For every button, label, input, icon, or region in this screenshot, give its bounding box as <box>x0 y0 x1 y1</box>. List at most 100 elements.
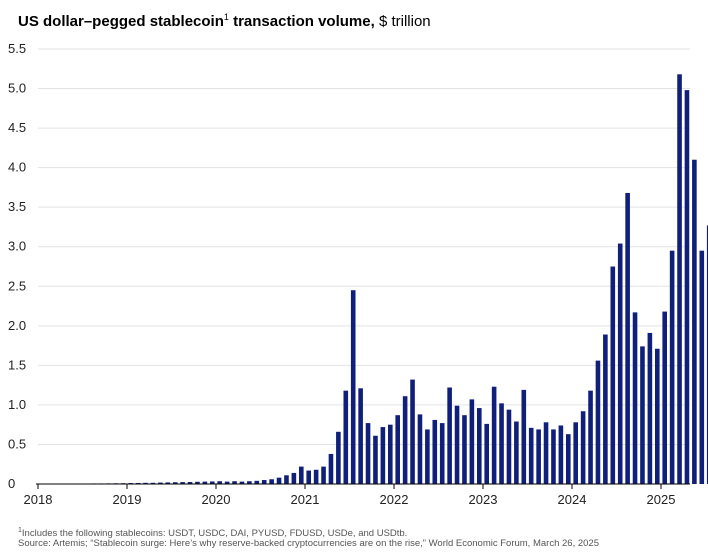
bar <box>209 481 215 484</box>
bar <box>417 414 423 484</box>
bar <box>654 348 660 484</box>
bar <box>588 390 593 484</box>
x-tick-label: 2021 <box>291 492 320 507</box>
bar <box>195 481 200 484</box>
gridlines <box>38 48 690 445</box>
y-tick-label: 2.0 <box>8 318 26 333</box>
bar <box>373 435 378 484</box>
bar <box>447 387 452 484</box>
bar <box>269 479 274 484</box>
bar <box>662 311 668 484</box>
bar <box>358 388 363 484</box>
y-tick-label: 4.0 <box>8 160 26 175</box>
y-tick-label: 5.0 <box>8 81 26 96</box>
bar <box>202 481 208 484</box>
y-tick-label: 3.5 <box>8 199 26 214</box>
bar <box>187 482 193 484</box>
bar <box>432 419 438 484</box>
bar <box>439 423 445 484</box>
bar <box>336 431 341 484</box>
y-tick-label: 0.5 <box>8 436 26 451</box>
y-tick-label: 1.0 <box>8 397 26 412</box>
y-tick-label: 5.5 <box>8 41 26 56</box>
y-tick-label: 4.5 <box>8 120 26 135</box>
title-main: US dollar–pegged stablecoin <box>18 13 224 30</box>
bar <box>276 477 282 484</box>
x-tick-label: 2018 <box>24 492 53 507</box>
bar <box>573 422 579 484</box>
bar <box>387 424 393 484</box>
title-footnote-marker: 1 <box>223 12 229 22</box>
bar <box>625 192 630 485</box>
bar <box>514 421 519 484</box>
bar <box>172 482 178 484</box>
bar <box>232 481 237 484</box>
bar <box>647 332 653 484</box>
bars <box>39 74 708 485</box>
bar <box>536 429 541 484</box>
bar <box>425 429 430 484</box>
bar <box>484 423 490 484</box>
y-tick-label: 0 <box>8 476 15 491</box>
bar <box>350 290 356 484</box>
bar <box>669 250 675 484</box>
y-tick-label: 2.5 <box>8 278 26 293</box>
bar <box>254 480 260 484</box>
bar <box>261 480 267 484</box>
bar <box>476 408 482 484</box>
source-note: Source: Artemis; “Stablecoin surge: Here… <box>18 538 599 549</box>
bar <box>543 422 549 484</box>
bar <box>158 482 163 484</box>
bar <box>521 389 527 484</box>
chart-title: US dollar–pegged stablecoin1 transaction… <box>18 8 431 31</box>
title-tail: transaction volume, <box>228 13 375 30</box>
x-tick-label: 2023 <box>469 492 498 507</box>
footnote-text: Includes the following stablecoins: USDT… <box>21 528 408 540</box>
bar <box>677 74 682 485</box>
y-tick-label: 1.5 <box>8 357 26 372</box>
bar <box>247 481 252 484</box>
bar <box>632 312 638 484</box>
bar <box>365 423 371 484</box>
x-tick-label: 2020 <box>202 492 231 507</box>
bar <box>284 475 289 484</box>
bar <box>603 334 608 484</box>
bar <box>684 90 690 485</box>
bar <box>150 482 156 484</box>
bar <box>610 266 616 484</box>
bar <box>410 379 415 484</box>
bar <box>313 469 319 484</box>
bar <box>306 470 312 484</box>
bar <box>395 415 401 484</box>
bar <box>580 411 586 484</box>
bar <box>640 346 645 484</box>
bar <box>180 482 185 484</box>
bar <box>135 482 141 484</box>
bar <box>343 390 349 484</box>
bar <box>565 434 571 484</box>
bar <box>298 466 304 484</box>
bar <box>558 425 564 484</box>
bar <box>692 159 697 484</box>
bar <box>491 386 497 484</box>
bar <box>291 472 297 484</box>
bar <box>551 429 556 484</box>
x-tick-label: 2025 <box>647 492 676 507</box>
bar <box>217 481 223 484</box>
footnote: 1Includes the following stablecoins: USD… <box>18 525 407 540</box>
bar <box>402 396 408 484</box>
x-axis-ticks: 2018 2019 2020 2021 2022 2023 2024 2025 <box>24 484 676 507</box>
bar <box>595 360 601 484</box>
bar <box>321 466 326 484</box>
bar <box>328 453 334 484</box>
bar <box>239 481 245 484</box>
x-tick-label: 2024 <box>558 492 587 507</box>
bar <box>499 403 504 484</box>
bar <box>143 482 148 484</box>
bar <box>380 427 386 484</box>
bar <box>454 405 460 484</box>
footnote-marker: 1 <box>18 527 22 534</box>
bar <box>462 415 467 484</box>
bar <box>617 243 623 484</box>
